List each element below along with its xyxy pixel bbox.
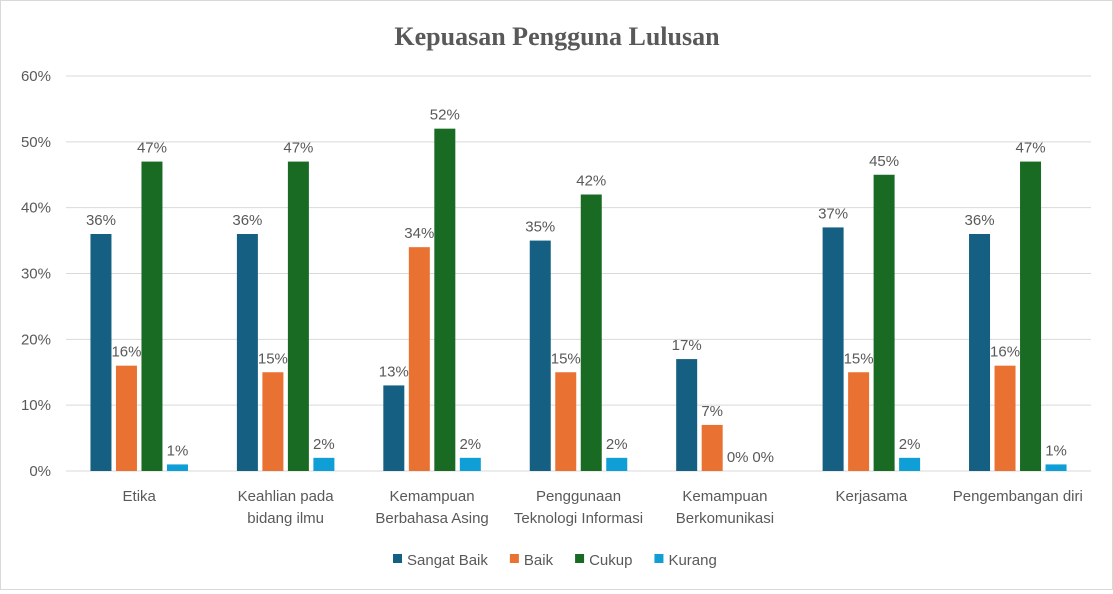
bar	[1020, 161, 1042, 472]
legend-label: Kurang	[668, 552, 716, 569]
data-label: 15%	[844, 350, 874, 367]
category-label: Teknologi Informasi	[514, 510, 643, 527]
chart-title: Kepuasan Pengguna Lulusan	[394, 22, 720, 51]
y-tick-label: 60%	[21, 68, 51, 85]
data-label: 47%	[1016, 140, 1046, 157]
category-label: Kemampuan	[390, 488, 475, 505]
y-tick-label: 20%	[21, 331, 51, 348]
bar	[434, 128, 456, 471]
bar	[313, 457, 335, 471]
bar	[383, 385, 405, 471]
data-label: 36%	[86, 212, 116, 229]
data-label: 1%	[167, 442, 189, 459]
y-tick-label: 50%	[21, 134, 51, 151]
bar	[822, 227, 844, 471]
bar	[141, 161, 163, 472]
y-tick-label: 0%	[29, 463, 51, 480]
data-label: 52%	[430, 107, 460, 124]
data-label: 13%	[379, 363, 409, 380]
category-label: Kemampuan	[682, 488, 767, 505]
category-label: Berkomunikasi	[676, 510, 774, 527]
y-tick-label: 40%	[21, 200, 51, 217]
data-label: 2%	[899, 436, 921, 453]
data-label: 42%	[576, 173, 606, 190]
bar	[555, 372, 577, 471]
bar	[166, 464, 188, 471]
data-label: 45%	[869, 153, 899, 170]
category-label: Etika	[123, 488, 157, 505]
data-label: 36%	[965, 212, 995, 229]
bar	[236, 234, 258, 471]
legend-label: Baik	[524, 552, 554, 569]
data-label: 35%	[525, 219, 555, 236]
category-label: Keahlian pada	[238, 488, 335, 505]
bar	[606, 457, 628, 471]
category-label: bidang ilmu	[247, 510, 324, 527]
bar	[90, 234, 112, 471]
data-label: 2%	[313, 436, 335, 453]
bar	[529, 240, 551, 471]
data-label: 7%	[701, 403, 723, 420]
data-label: 2%	[459, 436, 481, 453]
bar	[459, 457, 481, 471]
y-tick-label: 10%	[21, 397, 51, 414]
data-label: 47%	[137, 140, 167, 157]
category-label: Pengembangan diri	[953, 488, 1083, 505]
bar	[262, 372, 284, 471]
bar	[580, 194, 602, 471]
data-label: 15%	[258, 350, 288, 367]
bar	[969, 234, 991, 471]
bar	[899, 457, 921, 471]
data-label: 36%	[232, 212, 262, 229]
bar	[408, 247, 430, 471]
data-label: 0%	[752, 449, 774, 466]
bar	[1045, 464, 1067, 471]
legend-swatch	[393, 554, 402, 563]
data-label: 15%	[551, 350, 581, 367]
category-label: Berbahasa Asing	[375, 510, 488, 527]
data-label: 1%	[1045, 442, 1067, 459]
data-label: 2%	[606, 436, 628, 453]
bar	[115, 365, 137, 471]
legend-label: Sangat Baik	[407, 552, 488, 569]
bar	[287, 161, 309, 472]
bar	[848, 372, 870, 471]
data-label: 16%	[111, 344, 141, 361]
data-label: 16%	[990, 344, 1020, 361]
data-label: 34%	[404, 225, 434, 242]
legend-swatch	[654, 554, 664, 563]
bar	[994, 365, 1016, 471]
data-label: 17%	[672, 337, 702, 354]
legend-label: Cukup	[589, 552, 632, 569]
category-label: Kerjasama	[836, 488, 908, 505]
legend-swatch	[575, 554, 585, 563]
category-label: Penggunaan	[536, 488, 621, 505]
legend-swatch	[509, 554, 519, 563]
bar	[873, 174, 895, 471]
bar	[701, 424, 723, 471]
data-label: 0%	[727, 449, 749, 466]
bar	[676, 359, 698, 471]
data-label: 37%	[818, 205, 848, 222]
y-tick-label: 30%	[21, 266, 51, 283]
data-label: 47%	[283, 140, 313, 157]
